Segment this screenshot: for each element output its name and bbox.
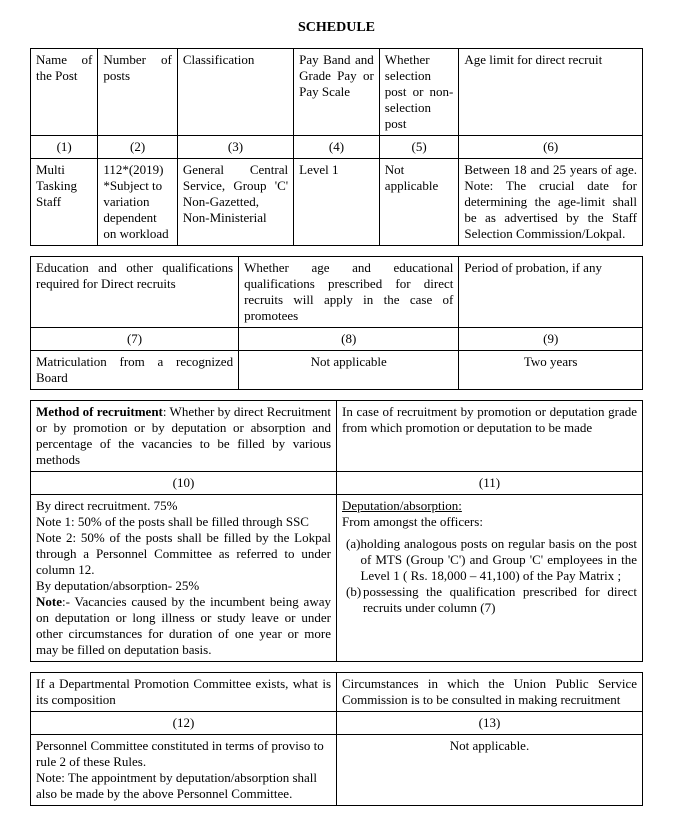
col-num-7: (7) — [31, 328, 239, 351]
col-num-6: (6) — [459, 136, 643, 159]
col12-value: Personnel Committee constituted in terms… — [31, 735, 337, 806]
col4-header: Pay Band and Grade Pay or Pay Scale — [294, 49, 380, 136]
col8-header: Whether age and educational qualificatio… — [239, 257, 459, 328]
col-num-3: (3) — [177, 136, 293, 159]
schedule-title: SCHEDULE — [30, 20, 643, 36]
col13-value: Not applicable. — [337, 735, 643, 806]
col5-value: Not applicable — [379, 159, 459, 246]
col-num-13: (13) — [337, 712, 643, 735]
col8-value: Not applicable — [239, 351, 459, 390]
table-cols-12-13: If a Departmental Promotion Committee ex… — [30, 672, 643, 806]
col9-value: Two years — [459, 351, 643, 390]
col-num-9: (9) — [459, 328, 643, 351]
col4-value: Level 1 — [294, 159, 380, 246]
col6-value: Between 18 and 25 years of age. Note: Th… — [459, 159, 643, 246]
col-num-8: (8) — [239, 328, 459, 351]
table-cols-7-9: Education and other qualifications requi… — [30, 256, 643, 390]
col-num-2: (2) — [98, 136, 178, 159]
col7-header: Education and other qualifications requi… — [31, 257, 239, 328]
col-num-12: (12) — [31, 712, 337, 735]
col2-header: Number of posts — [98, 49, 178, 136]
col2-value: 112*(2019) *Subject to variation depende… — [98, 159, 178, 246]
col-num-4: (4) — [294, 136, 380, 159]
col9-header: Period of probation, if any — [459, 257, 643, 328]
col-num-1: (1) — [31, 136, 98, 159]
col3-header: Classification — [177, 49, 293, 136]
col11-header: In case of recruitment by promotion or d… — [337, 401, 643, 472]
table-cols-1-6: Name of the Post Number of posts Classif… — [30, 48, 643, 246]
col10-value: By direct recruitment. 75% Note 1: 50% o… — [31, 495, 337, 662]
col13-header: Circumstances in which the Union Public … — [337, 673, 643, 712]
col10-header: Method of recruitment: Whether by direct… — [31, 401, 337, 472]
col6-header: Age limit for direct recruit — [459, 49, 643, 136]
col5-header: Whether selection post or non-selection … — [379, 49, 459, 136]
col-num-10: (10) — [31, 472, 337, 495]
col11-value: Deputation/absorption: From amongst the … — [337, 495, 643, 662]
table-cols-10-11: Method of recruitment: Whether by direct… — [30, 400, 643, 662]
col-num-5: (5) — [379, 136, 459, 159]
col7-value: Matriculation from a recognized Board — [31, 351, 239, 390]
col1-header: Name of the Post — [31, 49, 98, 136]
col-num-11: (11) — [337, 472, 643, 495]
col3-value: General Central Service, Group 'C' Non-G… — [177, 159, 293, 246]
col1-value: Multi Tasking Staff — [31, 159, 98, 246]
col12-header: If a Departmental Promotion Committee ex… — [31, 673, 337, 712]
